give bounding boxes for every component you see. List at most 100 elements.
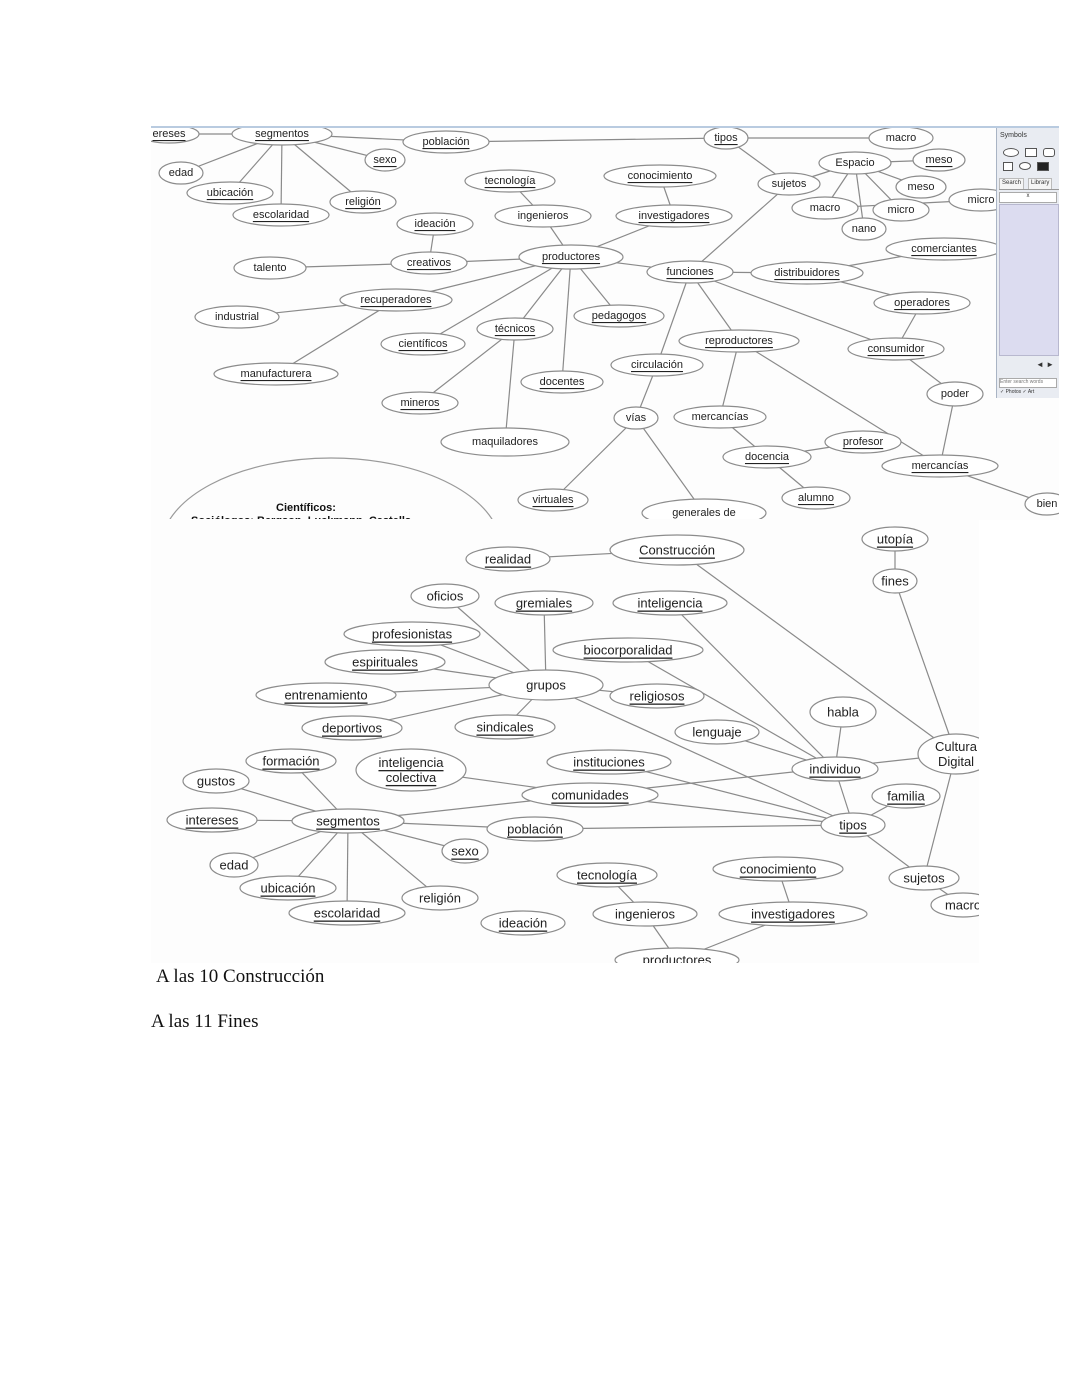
map-node-individuo[interactable]: individuo (791, 756, 879, 782)
map-node-consumidor[interactable]: consumidor (847, 337, 945, 361)
map-node-religion[interactable]: religión (401, 885, 479, 911)
map-node-nano[interactable]: nano (841, 217, 887, 241)
map-node-macro[interactable]: macro (930, 892, 979, 918)
map-node-deportivos[interactable]: deportivos (301, 715, 403, 741)
map-node-ubicacion[interactable]: ubicación (239, 875, 337, 901)
map-node-edad[interactable]: edad (209, 852, 259, 878)
map-node-intereses[interactable]: intereses (166, 807, 258, 833)
map-node-ingenieros[interactable]: ingenieros (494, 204, 592, 228)
map-node-segmentos[interactable]: segmentos (291, 808, 405, 834)
map-node-escolaridad[interactable]: escolaridad (232, 203, 330, 227)
web-search-input[interactable]: Enter search words (999, 378, 1057, 388)
map-node-distribuidores[interactable]: distribuidores (750, 261, 864, 285)
map-node-edad[interactable]: edad (158, 161, 204, 185)
map-node-ideacion[interactable]: ideación (480, 910, 566, 936)
map-node-mercancias[interactable]: mercancías (673, 405, 767, 429)
map-node-biocorporalidad[interactable]: biocorporalidad (552, 637, 704, 663)
map-node-construccion[interactable]: Construcción (609, 534, 745, 566)
map-node-ereses[interactable]: ereses (151, 128, 200, 144)
map-node-comunidades[interactable]: comunidades (521, 782, 659, 808)
map-node-lenguaje[interactable]: lenguaje (674, 719, 760, 745)
square-shape-icon[interactable] (1003, 162, 1013, 171)
map-node-reproductores[interactable]: reproductores (678, 329, 800, 353)
map-node-investigadores[interactable]: investigadores (718, 901, 868, 927)
map-node-bien[interactable]: bien (1024, 492, 1059, 516)
map-node-virtuales[interactable]: virtuales (517, 488, 589, 512)
map-node-poblacion[interactable]: población (486, 816, 584, 842)
map-node-poblacion[interactable]: población (402, 130, 490, 154)
map-node-operadores[interactable]: operadores (873, 291, 971, 315)
map-node-docencia[interactable]: docencia (722, 445, 812, 469)
map-node-inteligencia[interactable]: inteligencia (612, 590, 728, 616)
map-node-docentes[interactable]: docentes (520, 370, 604, 394)
map-node-investigadores[interactable]: investigadores (615, 204, 733, 228)
map-node-funciones[interactable]: funciones (646, 260, 734, 284)
map-node-ingenieros[interactable]: ingenieros (592, 901, 698, 927)
map-node-talento[interactable]: talento (233, 256, 307, 280)
map-node-espirituales[interactable]: espirituales (324, 649, 446, 675)
map-node-realidad[interactable]: realidad (465, 546, 551, 572)
map-node-gustos[interactable]: gustos (182, 768, 250, 794)
map-node-alumno[interactable]: alumno (781, 486, 851, 510)
ellipse-shape-icon[interactable] (1003, 148, 1019, 157)
map-node-espacio[interactable]: Espacio (818, 151, 892, 175)
map-node-sujetos[interactable]: sujetos (757, 172, 821, 196)
map-node-creativos[interactable]: creativos (390, 251, 468, 275)
map-node-tecnicos[interactable]: técnicos (476, 317, 554, 341)
map-node-meso[interactable]: meso (895, 175, 947, 199)
map-node-entrenamiento[interactable]: entrenamiento (255, 682, 397, 708)
map-node-conocimiento[interactable]: conocimiento (603, 164, 717, 188)
map-node-instituciones[interactable]: instituciones (546, 749, 672, 775)
map-node-tipos[interactable]: tipos (820, 812, 886, 838)
map-node-tipos[interactable]: tipos (703, 128, 749, 150)
map-node-religiosos[interactable]: religiosos (609, 683, 705, 709)
map-node-sexo[interactable]: sexo (441, 838, 489, 864)
map-node-industrial[interactable]: industrial (194, 305, 280, 329)
map-node-tecnologia[interactable]: tecnología (464, 169, 556, 193)
map-node-pedagogos[interactable]: pedagogos (573, 304, 665, 328)
rounded-rectangle-icon[interactable] (1043, 148, 1055, 157)
map-node-ideacion[interactable]: ideación (396, 212, 474, 236)
map-node-comerciantes[interactable]: comerciantes (885, 237, 1003, 261)
map-node-formacion[interactable]: formación (245, 748, 337, 774)
map-node-manufacturera[interactable]: manufacturera (213, 362, 339, 386)
map-node-micro[interactable]: micro (872, 198, 930, 222)
map-node-grupos[interactable]: grupos (488, 669, 604, 701)
map-node-productores[interactable]: productores (518, 244, 624, 270)
map-node-segmentos[interactable]: segmentos (231, 128, 333, 146)
map-node-ubicacion[interactable]: ubicación (186, 181, 274, 205)
symbol-shapes-row-2[interactable] (1003, 162, 1057, 172)
symbol-shapes-row[interactable] (1003, 148, 1057, 158)
tab-library[interactable]: Library (1028, 178, 1053, 189)
map-node-profesor[interactable]: profesor (824, 430, 902, 454)
page-arrows-icon[interactable]: ◄ ► (1035, 360, 1054, 369)
small-ellipse-icon[interactable] (1019, 162, 1031, 170)
map-node-sujetos[interactable]: sujetos (888, 865, 960, 891)
map-node-oficios[interactable]: oficios (410, 583, 480, 609)
map-node-macro[interactable]: macro (791, 196, 859, 220)
map-node-gremiales[interactable]: gremiales (494, 590, 594, 616)
map-node-poder[interactable]: poder (926, 381, 984, 407)
map-node-escolaridad[interactable]: escolaridad (288, 900, 406, 926)
search-filters[interactable]: ✓ Photos ✓ Art (1000, 389, 1035, 395)
map-node-sindicales[interactable]: sindicales (454, 714, 556, 740)
map-node-familia[interactable]: familia (871, 783, 941, 809)
map-node-vias[interactable]: vías (613, 406, 659, 430)
map-node-profesionistas[interactable]: profesionistas (343, 621, 481, 647)
map-node-circulacion[interactable]: circulación (610, 353, 704, 377)
map-node-maquiladores[interactable]: maquiladores (440, 427, 570, 457)
map-node-sexo[interactable]: sexo (364, 148, 406, 172)
map-node-meso[interactable]: meso (912, 148, 966, 172)
tab-search[interactable]: Search (999, 178, 1025, 189)
symbol-list[interactable] (999, 204, 1059, 356)
filled-shape-icon[interactable] (1037, 162, 1049, 171)
map-node-habla[interactable]: habla (809, 696, 877, 728)
rectangle-shape-icon[interactable] (1025, 148, 1037, 157)
map-node-utopia[interactable]: utopía (861, 526, 929, 552)
map-node-recuperadores[interactable]: recuperadores (339, 288, 453, 312)
map-node-productores[interactable]: productores (614, 947, 740, 963)
map-node-tecnologia[interactable]: tecnología (556, 862, 658, 888)
map-node-generales-de[interactable]: generales de (641, 498, 767, 520)
